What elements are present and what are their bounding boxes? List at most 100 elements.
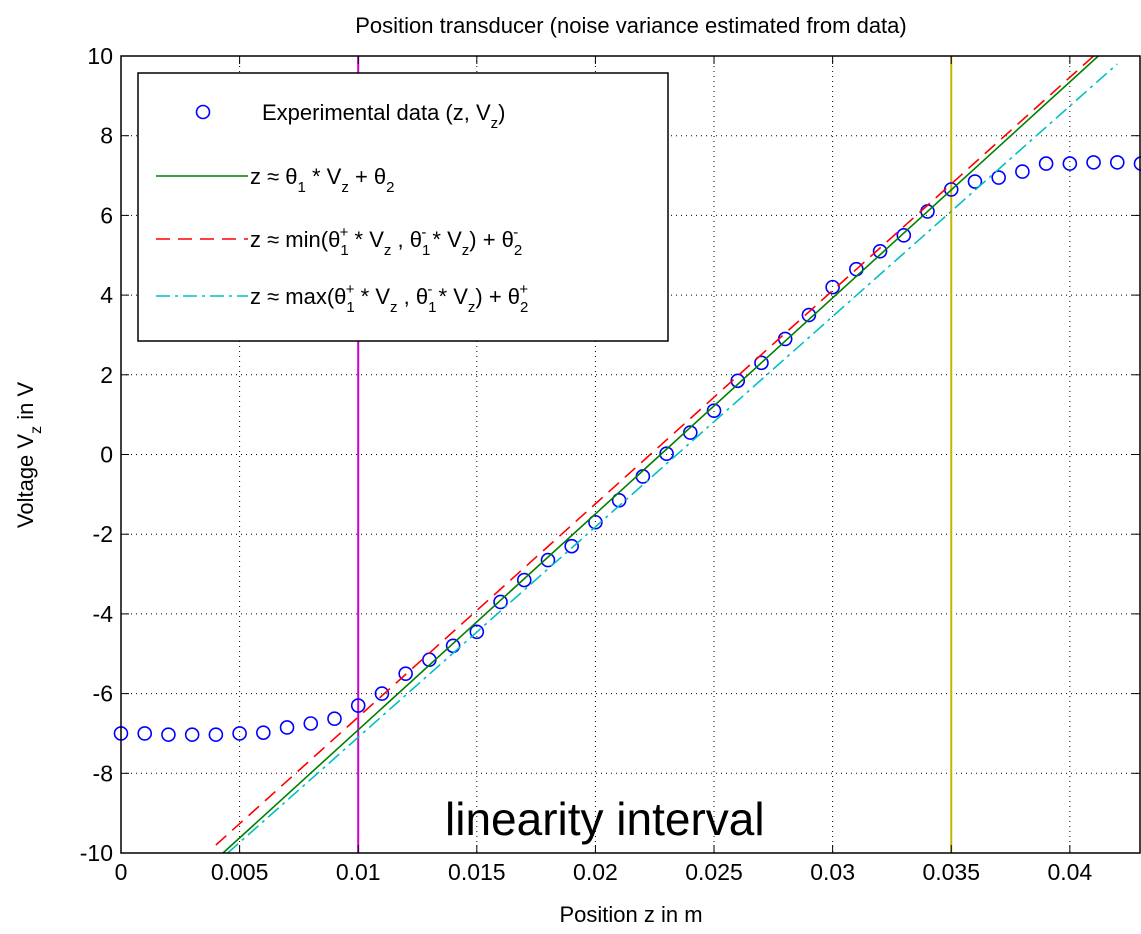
legend-entry-3: z ≈ max(θ1+ * Vz , θ1- * Vz) + θ2+ [250,281,528,316]
y-tick-label: -8 [93,760,113,786]
legend-part: 1 [346,299,354,316]
legend-part: ) + θ [469,227,514,252]
data-point [184,727,200,742]
x-tick-label: 0.03 [810,859,855,885]
data-point [232,726,247,741]
data-point [825,279,840,295]
chart-title: Position transducer (noise variance esti… [355,13,906,38]
legend-part: - [421,224,426,241]
data-point [872,243,888,259]
data-point [540,552,556,568]
x-tick-label: 0.04 [1047,859,1092,885]
legend-part: + [346,281,355,298]
y-tick-label: 10 [87,43,113,69]
axes-border [120,55,1141,854]
legend-entry-1: z ≈ θ1 * Vz + θ2 [250,164,395,196]
tick-labels: 0 0.005 0.01 0.015 0.02 0.025 0.03 0.035 0.04-10… [80,43,1093,885]
linearity-annotation: linearity interval [445,793,765,845]
legend-part: z [341,179,349,196]
legend-part: + [340,224,349,241]
legend-part: 2 [520,299,528,316]
legend-part: z [462,242,470,259]
legend-part: 2 [514,242,522,259]
y-axis-label-prefix: Voltage V [13,434,38,529]
legend-part: * V [306,164,342,189]
legend-part: z ≈ θ [250,164,298,189]
legend-entry-sub: z [491,115,499,132]
y-tick-label: 0 [100,442,113,468]
data-point [896,228,912,243]
legend-part: 1 [298,179,306,196]
data-point [303,716,319,731]
x-tick-label: 0.02 [573,859,618,885]
data-point [374,686,390,701]
data-point [137,726,153,741]
data-point [493,594,508,610]
data-point [991,170,1006,185]
data-point [588,514,603,530]
legend-part: + θ [349,164,386,189]
fit-line-3 [227,63,1118,853]
fit-line-1 [222,56,1099,853]
x-tick-label: 0.005 [211,859,269,885]
legend-part: , θ [391,227,422,252]
legend-box [137,72,669,342]
x-tick-label: 0.015 [448,859,506,885]
data-point [208,727,224,742]
data-point [659,446,674,462]
data-point [1133,156,1141,171]
data-point [279,720,295,735]
legend-part: 1 [340,242,348,259]
data-point [1086,155,1101,170]
legend-part: + [519,281,528,298]
legend-part: * V [348,227,384,252]
x-tick-label: 0 [115,859,128,885]
x-tick-label: 0.035 [922,859,980,885]
data-point [1109,155,1125,170]
y-tick-label: 6 [100,202,113,228]
data-point [754,355,769,371]
legend-part: , θ [398,284,429,309]
legend-part: * V [355,284,391,309]
legend-part: - [427,281,432,298]
legend-part: - [513,224,518,241]
legend-part: z [384,242,392,259]
legend-part: z [390,299,398,316]
series-layer [113,56,1141,853]
legend-part: z ≈ max(θ [250,284,346,309]
legend-part: * V [426,227,462,252]
y-axis-label: Voltage Vz in V [13,382,45,529]
legend-entry-0: Experimental data (z, Vz) [262,100,506,132]
y-tick-label: 4 [100,282,113,308]
legend-marker [195,104,211,120]
legend-part: 2 [386,179,394,196]
data-point [469,624,485,640]
y-tick-label: 8 [100,123,113,149]
legend-part: z [468,299,476,316]
data-point [327,711,342,727]
data-point [516,572,532,588]
data-point [1038,156,1054,171]
legend-entry-tail: ) [498,100,505,125]
y-tick-label: -10 [80,840,113,866]
legend-part: 1 [428,299,436,316]
data-point [161,727,176,742]
data-point [1015,164,1030,179]
data-point [801,307,817,323]
axes-frame [120,55,1141,854]
data-point [564,538,579,554]
data-point [256,725,271,740]
legend-part: z ≈ min(θ [250,227,340,252]
legend: Experimental data (z, Vz)z ≈ θ1 * Vz + θ… [137,72,669,342]
data-point [398,666,413,681]
y-tick-label: -6 [93,681,113,707]
x-tick-label: 0.025 [685,859,743,885]
y-tick-label: 2 [100,362,113,388]
data-point [706,403,722,418]
data-point [1062,156,1078,171]
data-point [350,698,366,713]
y-tick-label: -2 [93,521,113,547]
data-point [967,174,983,189]
x-tick-label: 0.01 [336,859,381,885]
legend-part: * V [432,284,468,309]
